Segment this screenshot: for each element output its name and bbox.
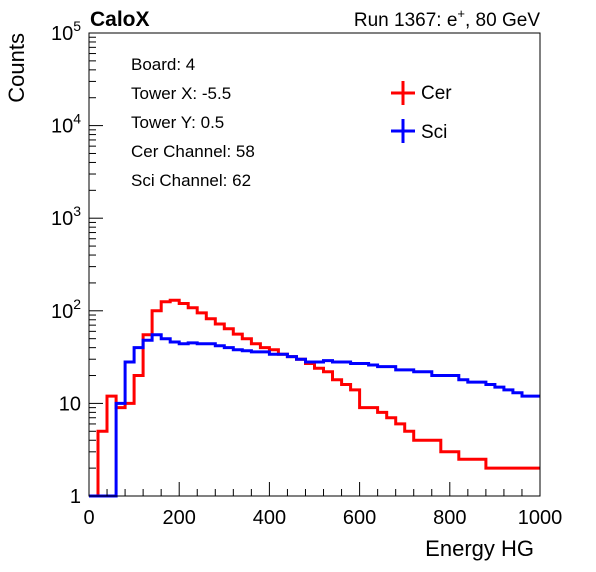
chart-subtitle: Run 1367: e+, 80 GeV [354, 6, 540, 31]
series-sci [89, 333, 540, 498]
legend: Cer Sci [391, 81, 452, 143]
y-tick-label: 1 [70, 486, 81, 508]
chart-title: CaloX [90, 8, 150, 31]
info-cer-channel: Cer Channel: 58 [131, 142, 255, 161]
legend-label-cer: Cer [421, 83, 452, 104]
subtitle-superscript: + [457, 6, 465, 21]
info-tower-y: Tower Y: 0.5 [131, 113, 224, 132]
info-sci-channel: Sci Channel: 62 [131, 171, 251, 190]
x-tick-label: 400 [253, 507, 286, 529]
x-axis-label: Energy HG [425, 536, 534, 561]
legend-marker-sci [391, 119, 415, 143]
series-line-sci [89, 333, 540, 498]
y-tick-label: 105 [51, 18, 81, 45]
y-tick-label: 10 [59, 393, 81, 415]
legend-label-sci: Sci [421, 122, 447, 143]
y-tick-label: 102 [51, 296, 81, 323]
info-board: Board: 4 [131, 55, 195, 74]
subtitle-suffix: , 80 GeV [465, 10, 540, 31]
info-tower-x: Tower X: -5.5 [131, 84, 231, 103]
x-tick-label: 800 [433, 507, 466, 529]
info-box: Board: 4 Tower X: -5.5 Tower Y: 0.5 Cer … [131, 55, 255, 190]
x-tick-label: 0 [83, 507, 94, 529]
y-axis-label: Counts [4, 33, 29, 103]
subtitle-prefix: Run 1367: e [354, 10, 458, 31]
legend-marker-cer [391, 81, 415, 105]
tick-layer: 0 200 400 600 800 1000 1 10 102 103 104 105 [51, 18, 562, 529]
x-tick-label: 200 [163, 507, 196, 529]
x-tick-label: 600 [343, 507, 376, 529]
y-tick-label: 104 [51, 111, 81, 138]
plot-frame [88, 32, 541, 497]
series-layer [89, 298, 540, 498]
x-tick-label: 1000 [518, 507, 563, 529]
y-tick-label: 103 [51, 203, 81, 230]
